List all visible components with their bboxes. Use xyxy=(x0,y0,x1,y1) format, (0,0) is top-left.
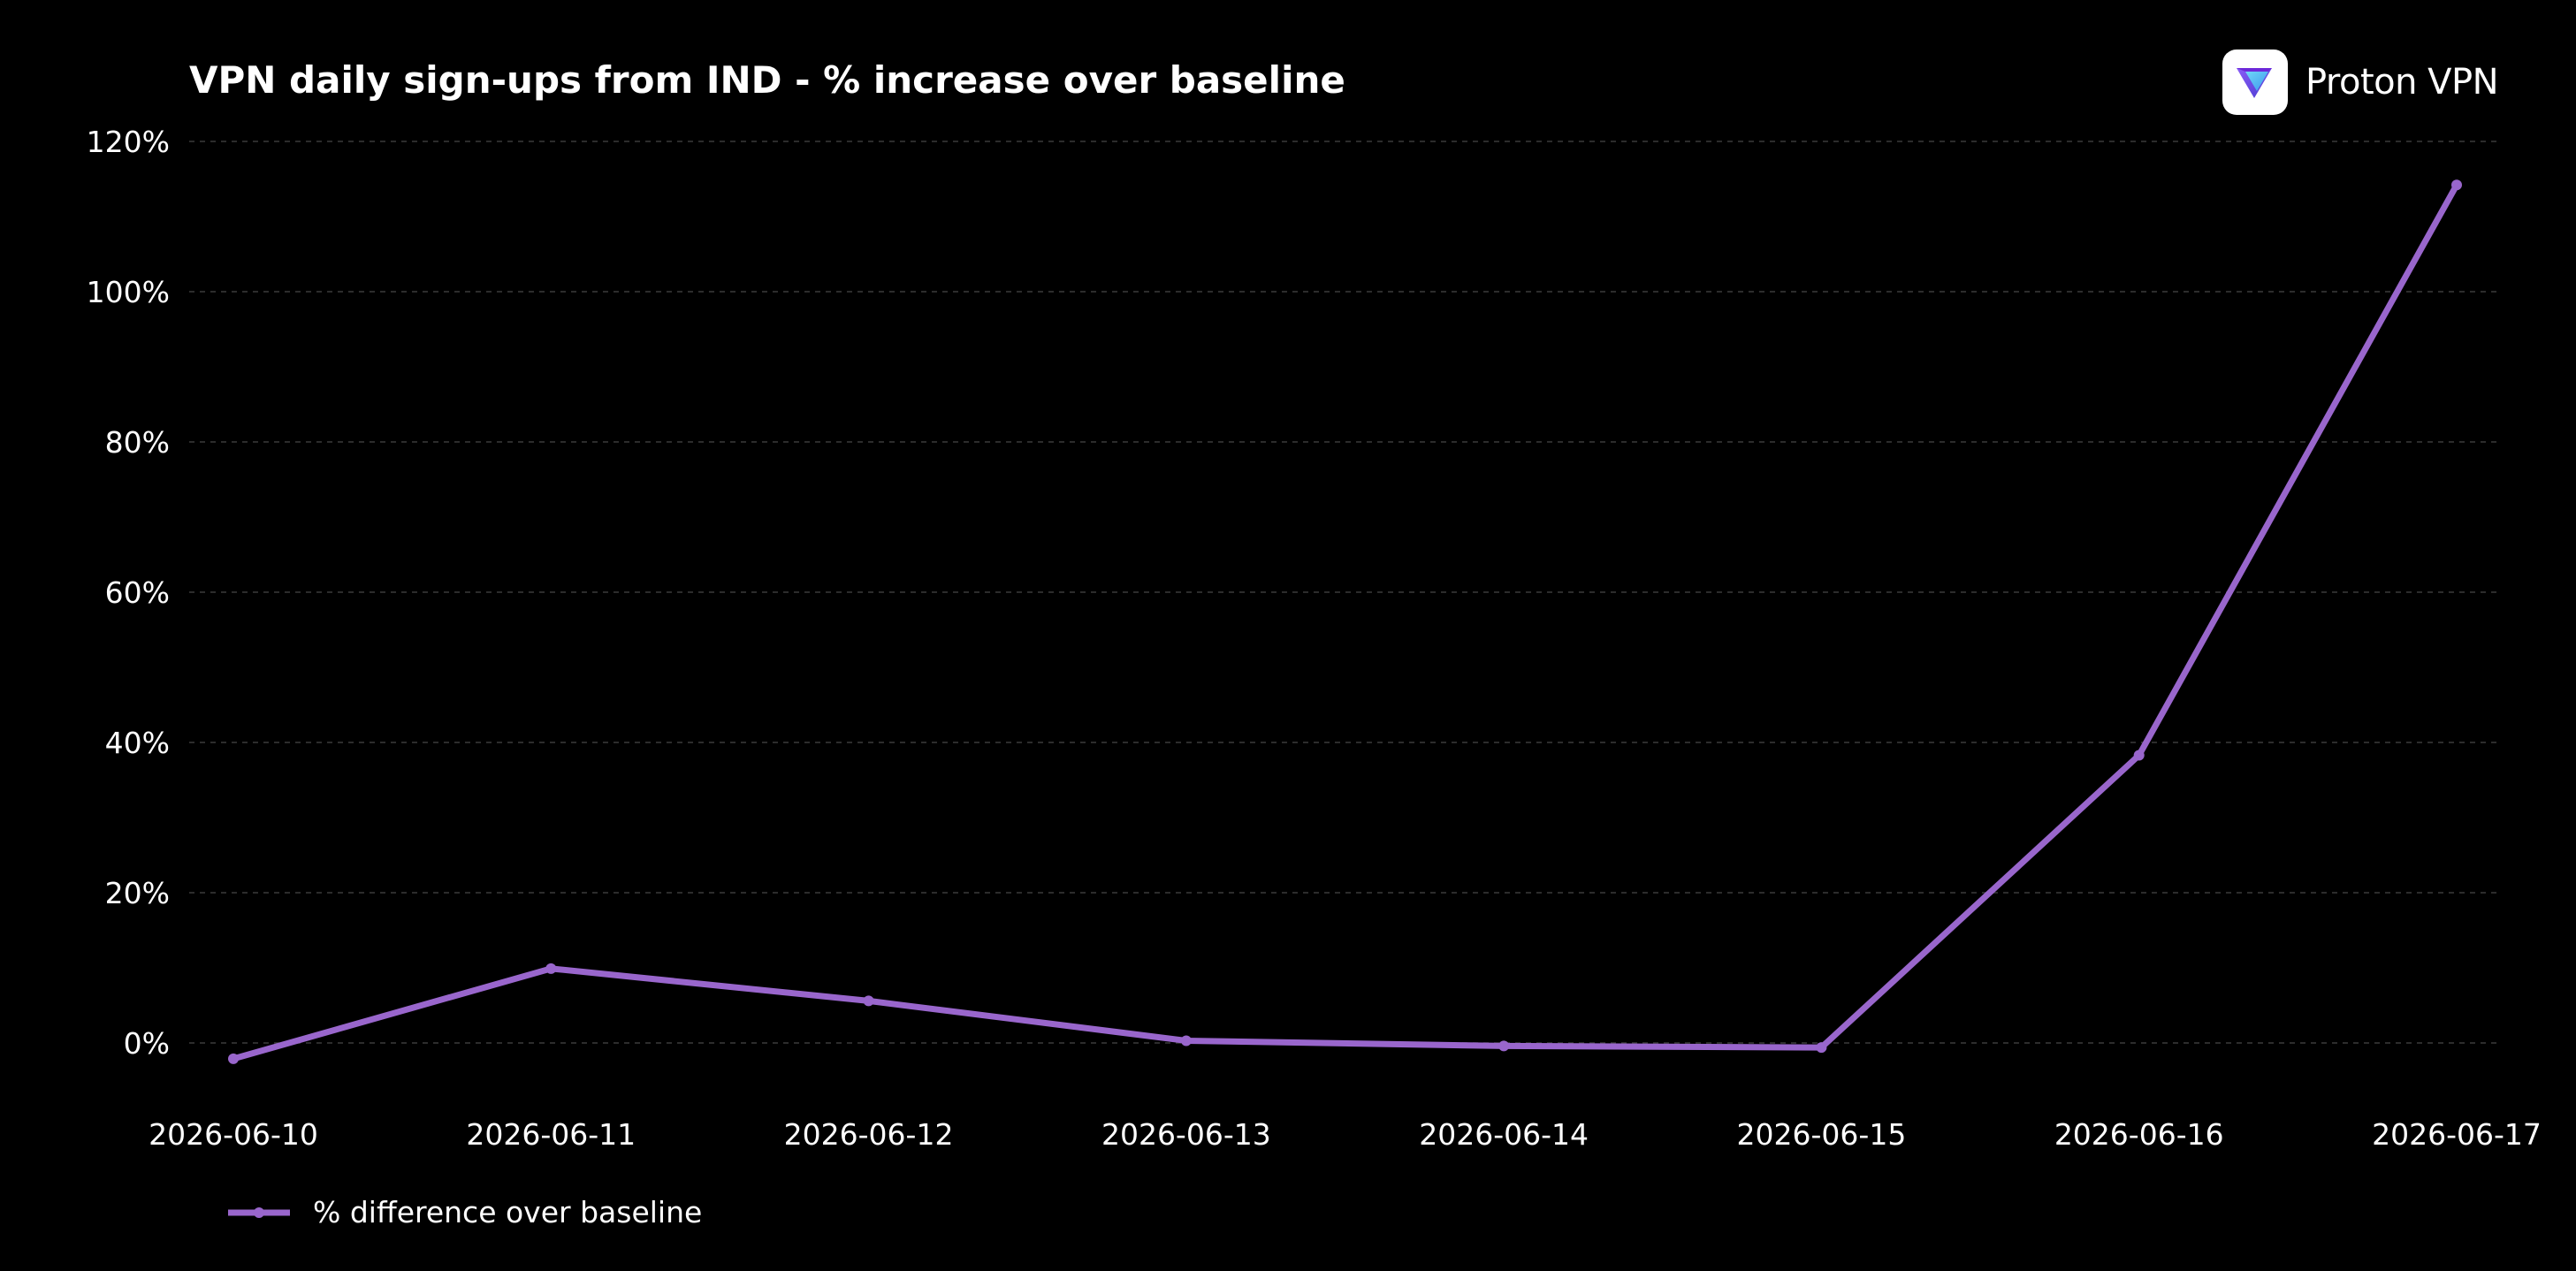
x-tick-label: 2026-06-12 xyxy=(784,1117,954,1152)
legend-label-series: % difference over baseline xyxy=(313,1195,703,1229)
y-tick-label: 0% xyxy=(124,1026,170,1061)
data-point xyxy=(1180,1035,1192,1046)
brand-name: Proton VPN xyxy=(2305,62,2499,103)
data-point xyxy=(1498,1040,1510,1052)
legend-swatch xyxy=(228,1206,290,1218)
x-tick-label: 2026-06-17 xyxy=(2372,1117,2542,1152)
data-point xyxy=(863,995,874,1007)
data-point xyxy=(228,1053,239,1064)
data-point xyxy=(2133,750,2145,761)
y-tick-label: 20% xyxy=(105,876,170,910)
chart-title: VPN daily sign-ups from IND - % increase… xyxy=(189,58,1345,102)
x-tick-label: 2026-06-11 xyxy=(466,1117,636,1152)
y-axis-ticks: 0% 20% 40% 60% 80% 100% 120% xyxy=(87,125,170,1061)
x-tick-label: 2026-06-15 xyxy=(1737,1117,1907,1152)
data-point xyxy=(2451,179,2462,191)
x-tick-label: 2026-06-10 xyxy=(149,1117,318,1152)
y-tick-label: 100% xyxy=(87,275,170,309)
series-line xyxy=(230,181,2460,1062)
y-tick-label: 60% xyxy=(105,575,170,610)
y-tick-label: 40% xyxy=(105,726,170,760)
gridlines xyxy=(189,141,2502,1044)
x-tick-label: 2026-06-13 xyxy=(1101,1117,1271,1152)
legend: % difference over baseline xyxy=(228,1195,702,1229)
proton-vpn-logo-icon xyxy=(2222,49,2288,115)
y-tick-label: 120% xyxy=(87,125,170,159)
x-tick-label: 2026-06-16 xyxy=(2054,1117,2224,1152)
y-tick-label: 80% xyxy=(105,425,170,460)
x-axis-ticks: 2026-06-10 2026-06-11 2026-06-12 2026-06-13… xyxy=(149,1117,2542,1152)
series-layer xyxy=(228,179,2462,1064)
x-tick-label: 2026-06-14 xyxy=(1419,1117,1589,1152)
data-point xyxy=(1816,1042,1827,1054)
data-point xyxy=(545,963,557,974)
brand-logo: Proton VPN xyxy=(2222,49,2499,116)
